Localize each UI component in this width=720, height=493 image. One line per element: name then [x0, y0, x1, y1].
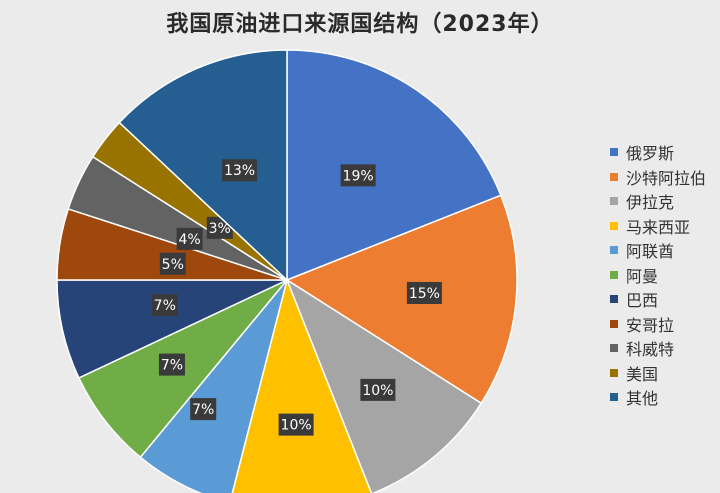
legend-item-7: 安哥拉 [610, 312, 706, 337]
legend-item-1: 沙特阿拉伯 [610, 165, 706, 190]
legend-item-3: 马来西亚 [610, 214, 706, 239]
legend-item-2: 伊拉克 [610, 189, 706, 214]
chart-title: 我国原油进口来源国结构（2023年） [166, 12, 554, 37]
data-label-6: 7% [151, 294, 178, 317]
svg-text:7%: 7% [192, 402, 214, 418]
pie-slice-0 [286, 49, 502, 282]
legend-swatch [610, 172, 618, 181]
legend-item-5: 阿曼 [610, 263, 706, 288]
legend-swatch [610, 148, 618, 157]
data-label-3: 10% [278, 413, 314, 436]
legend-label: 科威特 [626, 340, 675, 360]
legend-label: 巴西 [626, 291, 659, 311]
legend-swatch [610, 319, 618, 328]
legend-item-6: 巴西 [610, 287, 706, 312]
legend-label: 沙特阿拉伯 [626, 168, 707, 188]
legend-item-8: 科威特 [610, 336, 706, 361]
data-label-7: 5% [159, 252, 186, 275]
legend-item-4: 阿联酋 [610, 238, 706, 263]
legend-swatch [610, 197, 618, 206]
svg-text:13%: 13% [224, 163, 255, 179]
data-label-10: 13% [222, 159, 258, 182]
svg-text:10%: 10% [281, 418, 312, 434]
legend-label: 阿联酋 [626, 242, 675, 262]
legend-item-10: 其他 [610, 385, 706, 410]
data-label-8: 4% [176, 227, 203, 250]
data-label-4: 7% [190, 398, 217, 421]
pie-slice-3 [231, 277, 373, 493]
svg-text:15%: 15% [409, 286, 440, 302]
pie-slice-4 [139, 279, 288, 493]
legend-swatch [610, 344, 618, 353]
data-label-5: 7% [158, 353, 185, 376]
pie-slice-1 [285, 194, 518, 405]
legend-label: 安哥拉 [626, 315, 675, 335]
svg-text:7%: 7% [154, 298, 176, 314]
svg-text:10%: 10% [362, 383, 393, 399]
legend-swatch [610, 368, 618, 377]
svg-text:3%: 3% [209, 221, 231, 237]
legend-swatch [610, 221, 618, 230]
data-label-1: 15% [406, 281, 442, 304]
legend-label: 其他 [626, 389, 659, 409]
legend-label: 马来西亚 [626, 217, 691, 237]
legend-swatch [610, 270, 618, 279]
data-label-0: 19% [340, 164, 376, 187]
legend-label: 伊拉克 [626, 193, 675, 213]
legend-swatch [610, 393, 618, 402]
legend-swatch [610, 295, 618, 304]
svg-text:19%: 19% [343, 168, 374, 184]
svg-text:5%: 5% [162, 257, 184, 273]
legend-swatch [610, 246, 618, 255]
data-label-2: 10% [360, 378, 396, 401]
svg-text:7%: 7% [161, 358, 183, 374]
legend-label: 美国 [626, 364, 659, 384]
chart-legend: 俄罗斯沙特阿拉伯伊拉克马来西亚阿联酋阿曼巴西安哥拉科威特美国其他 [610, 140, 706, 410]
legend-label: 阿曼 [626, 266, 659, 286]
pie-slice-6 [56, 279, 288, 379]
legend-label: 俄罗斯 [626, 144, 675, 164]
legend-item-9: 美国 [610, 361, 706, 386]
legend-item-0: 俄罗斯 [610, 140, 706, 165]
svg-text:4%: 4% [178, 232, 200, 248]
pie-slice-10 [118, 49, 288, 282]
